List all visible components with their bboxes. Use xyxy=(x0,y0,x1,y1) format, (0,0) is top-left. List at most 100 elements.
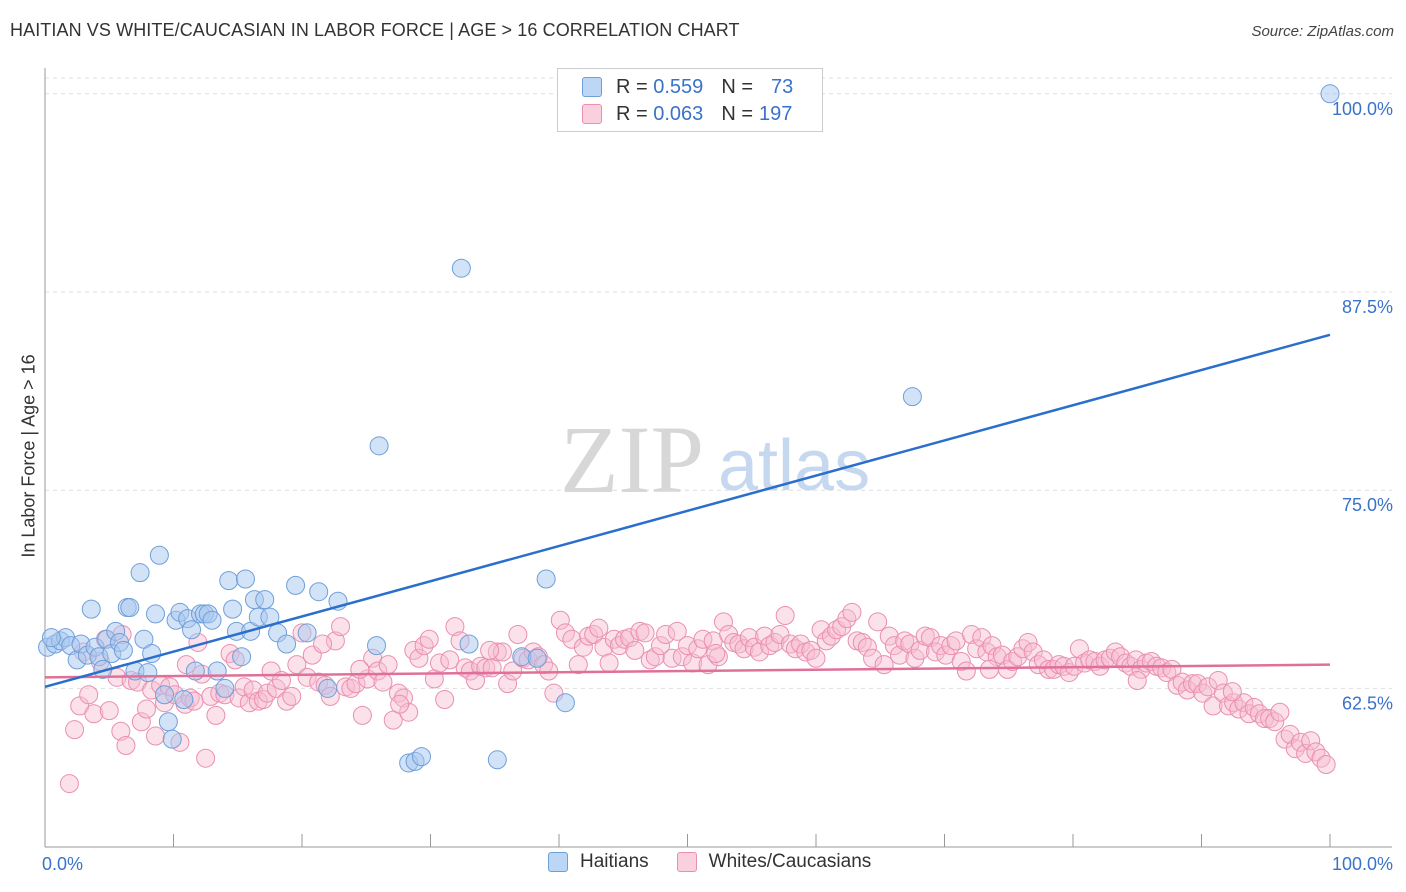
data-point-whites xyxy=(539,661,559,681)
data-point-whites xyxy=(604,629,624,649)
data-point-whites xyxy=(910,640,930,660)
data-point-whites xyxy=(708,647,728,667)
data-point-whites xyxy=(662,648,682,668)
data-point-whites xyxy=(1023,642,1043,662)
data-point-whites xyxy=(672,647,692,667)
data-point-whites xyxy=(1301,731,1321,751)
data-point-whites xyxy=(879,626,899,646)
y-tick-label: 75.0% xyxy=(1342,495,1393,515)
data-point-whites xyxy=(755,626,775,646)
data-point-haitians xyxy=(277,634,297,654)
chart-source: Source: ZipAtlas.com xyxy=(1251,23,1394,40)
series-legend-label-haitians: Haitians xyxy=(580,851,649,872)
zipatlas-watermark: ZIP atlas xyxy=(560,406,870,513)
data-point-whites xyxy=(84,704,104,724)
watermark-zip: ZIP xyxy=(560,406,704,513)
data-point-whites xyxy=(373,672,393,692)
x-tick-label: 0.0% xyxy=(42,854,83,874)
series-legend-swatch-haitians xyxy=(548,852,568,872)
data-point-whites xyxy=(770,625,790,645)
data-point-haitians xyxy=(146,604,166,624)
data-point-haitians xyxy=(297,623,317,643)
data-point-haitians xyxy=(155,685,175,705)
series-legend: Haitians Whites/Caucasians xyxy=(548,851,899,873)
data-point-whites xyxy=(1285,739,1305,759)
data-point-whites xyxy=(1290,732,1310,752)
data-point-whites xyxy=(645,647,665,667)
data-point-haitians xyxy=(536,569,556,589)
data-point-whites xyxy=(842,602,862,622)
data-point-whites xyxy=(651,636,671,656)
data-point-haitians xyxy=(255,590,275,610)
data-point-whites xyxy=(863,648,883,668)
data-point-whites xyxy=(99,701,119,721)
data-point-whites xyxy=(1296,743,1316,763)
data-point-whites xyxy=(584,625,604,645)
data-point-whites xyxy=(1193,683,1213,703)
data-point-whites xyxy=(59,774,79,794)
data-point-whites xyxy=(1188,674,1208,694)
data-point-whites xyxy=(352,705,372,725)
legend-r-label: R = xyxy=(616,102,648,125)
data-point-whites xyxy=(111,721,131,741)
data-point-whites xyxy=(562,629,582,649)
data-point-whites xyxy=(599,653,619,673)
data-point-whites xyxy=(688,639,708,659)
data-point-whites xyxy=(1157,663,1177,683)
series-haitians xyxy=(38,84,1340,773)
tick-labels: 62.5% 75.0% 87.5% 100.0% 0.0% 100.0% xyxy=(42,99,1393,874)
data-point-whites xyxy=(1018,632,1038,652)
data-point-whites xyxy=(821,626,841,646)
data-point-whites xyxy=(1316,755,1336,775)
data-point-whites xyxy=(1183,674,1203,694)
data-point-whites xyxy=(609,636,629,656)
series-legend-swatch-whites xyxy=(676,852,697,872)
data-point-haitians xyxy=(113,640,133,660)
data-point-whites xyxy=(325,631,345,651)
data-point-whites xyxy=(1167,675,1187,695)
y-tick-label: 62.5% xyxy=(1342,693,1393,713)
data-point-whites xyxy=(1177,680,1197,700)
data-point-whites xyxy=(1229,699,1249,719)
data-point-whites xyxy=(206,705,226,725)
trend-line-haitians xyxy=(44,333,1331,689)
data-point-whites xyxy=(146,726,166,746)
data-point-whites xyxy=(435,690,455,710)
data-point-whites xyxy=(1311,748,1331,768)
data-point-whites xyxy=(806,648,826,668)
data-point-haitians xyxy=(412,747,432,767)
data-point-whites xyxy=(460,661,480,681)
data-point-whites xyxy=(961,625,981,645)
data-point-haitians xyxy=(181,620,201,640)
data-point-haitians xyxy=(81,599,101,619)
data-point-whites xyxy=(508,625,528,645)
data-point-whites xyxy=(620,628,640,648)
data-point-haitians xyxy=(555,693,575,713)
data-point-haitians xyxy=(902,387,922,407)
legend-swatch-whites xyxy=(582,104,602,124)
axes xyxy=(44,68,1392,848)
data-point-haitians xyxy=(174,690,194,710)
data-point-whites xyxy=(1265,712,1285,732)
data-point-haitians xyxy=(487,750,507,770)
data-point-haitians xyxy=(158,712,178,732)
data-point-whites xyxy=(874,655,894,675)
y-tick-label: 87.5% xyxy=(1342,297,1393,317)
data-point-whites xyxy=(429,653,449,673)
legend-n-label: N = xyxy=(721,75,753,98)
data-point-whites xyxy=(884,636,904,656)
data-point-whites xyxy=(982,636,1002,656)
legend-r-value-whites: 0.063 xyxy=(653,102,704,125)
data-point-whites xyxy=(1033,650,1053,670)
stats-legend: R = 0.559 N = 73 R = 0.063 N = 197 xyxy=(557,68,823,132)
data-point-whites xyxy=(440,650,460,670)
series-legend-haitians: Haitians xyxy=(548,851,649,873)
data-point-haitians xyxy=(162,729,182,749)
data-point-whites xyxy=(1126,650,1146,670)
data-point-whites xyxy=(734,639,754,659)
data-point-whites xyxy=(837,609,857,629)
chart-title: HAITIAN VS WHITE/CAUCASIAN IN LABOR FORC… xyxy=(10,20,740,40)
data-point-whites xyxy=(1306,742,1326,762)
data-point-whites xyxy=(131,712,151,732)
data-point-whites xyxy=(331,617,351,637)
